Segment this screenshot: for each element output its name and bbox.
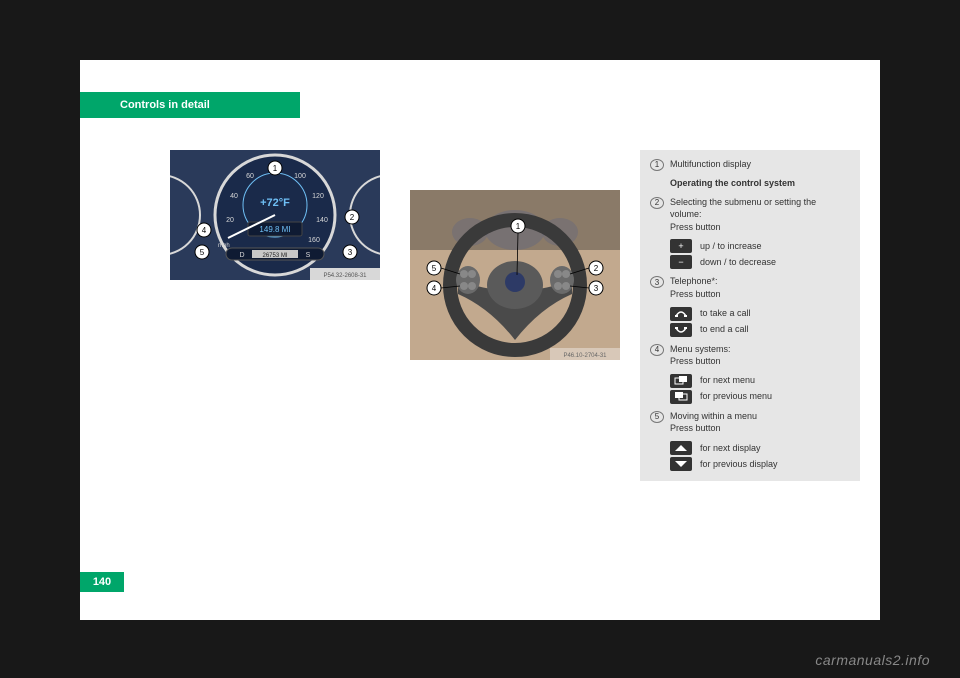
svg-text:40: 40 [230, 193, 238, 200]
legend-next-menu-row: for next menu [670, 374, 850, 388]
legend-text-5: Moving within a menu Press button [670, 410, 850, 435]
minus-icon: − [670, 255, 692, 269]
prev-menu-label: for previous menu [700, 390, 772, 403]
svg-text:2: 2 [350, 213, 355, 222]
legend-call-row: to take a call [670, 307, 850, 321]
svg-text:4: 4 [432, 284, 437, 293]
next-menu-icon [670, 374, 692, 388]
prev-display-label: for previous display [700, 458, 778, 471]
gauge-trip-text: 149.8 MI [259, 225, 290, 234]
legend-prev-display-row: for previous display [670, 457, 850, 471]
phone-pickup-icon [670, 307, 692, 321]
legend-heading: Operating the control system [670, 177, 850, 190]
legend-prev-menu-row: for previous menu [670, 390, 850, 404]
legend-text-1: Multifunction display [670, 158, 850, 171]
legend-next-display-row: for next display [670, 441, 850, 455]
legend-end-row: to end a call [670, 323, 850, 337]
manual-page: Controls in detail 20 40 60 80 100 120 1… [80, 60, 880, 620]
legend-minus-row: − down / to decrease [670, 255, 850, 269]
next-menu-label: for next menu [700, 374, 755, 387]
svg-text:1: 1 [516, 222, 521, 231]
svg-text:5: 5 [432, 264, 437, 273]
legend-item-3: 3 Telephone*: Press button [650, 275, 850, 300]
svg-text:140: 140 [316, 217, 328, 224]
legend-item-5: 5 Moving within a menu Press button [650, 410, 850, 435]
legend-text-4: Menu systems: Press button [670, 343, 850, 368]
svg-text:100: 100 [294, 173, 306, 180]
svg-text:1: 1 [273, 164, 278, 173]
next-display-label: for next display [700, 442, 761, 455]
page-number: 140 [80, 572, 124, 592]
watermark-text: carmanuals2.info [815, 652, 930, 668]
call-label: to take a call [700, 307, 751, 320]
svg-text:mph: mph [218, 243, 230, 249]
svg-text:P46.10-2704-31: P46.10-2704-31 [563, 353, 607, 359]
section-title: Controls in detail [120, 99, 210, 111]
legend-text-3: Telephone*: Press button [670, 275, 850, 300]
callout-number-1: 1 [650, 159, 664, 171]
legend-item-2: 2 Selecting the submenu or setting the v… [650, 196, 850, 234]
svg-text:20: 20 [226, 217, 234, 224]
legend-plus-row: + up / to increase [670, 239, 850, 253]
svg-text:S: S [306, 252, 311, 259]
legend-item-1: 1 Multifunction display [650, 158, 850, 171]
svg-text:5: 5 [200, 248, 205, 257]
svg-text:26753 MI: 26753 MI [262, 253, 287, 259]
gauge-svg: 20 40 60 80 100 120 140 160 +72°F 149.8 … [170, 150, 380, 280]
callout-number-2: 2 [650, 197, 664, 209]
svg-text:3: 3 [348, 248, 353, 257]
svg-text:4: 4 [202, 226, 207, 235]
svg-text:D: D [239, 252, 244, 259]
svg-text:P54.32-2608-31: P54.32-2608-31 [323, 273, 367, 279]
phone-hangup-icon [670, 323, 692, 337]
legend-item-4: 4 Menu systems: Press button [650, 343, 850, 368]
prev-menu-icon [670, 390, 692, 404]
end-label: to end a call [700, 323, 749, 336]
svg-text:3: 3 [594, 284, 599, 293]
down-triangle-icon [670, 457, 692, 471]
gauge-figure: 20 40 60 80 100 120 140 160 +72°F 149.8 … [170, 150, 380, 280]
legend-text-2: Selecting the submenu or setting the vol… [670, 196, 850, 234]
legend-box: 1 Multifunction display Operating the co… [640, 150, 860, 481]
up-triangle-icon [670, 441, 692, 455]
gauge-temp-text: +72°F [260, 197, 290, 209]
steering-wheel-figure: 1 2 3 4 5 P46.10-2704-31 [410, 150, 620, 360]
svg-text:60: 60 [246, 173, 254, 180]
plus-label: up / to increase [700, 240, 762, 253]
plus-icon: + [670, 239, 692, 253]
minus-label: down / to decrease [700, 256, 776, 269]
callout-number-4: 4 [650, 344, 664, 356]
svg-text:160: 160 [308, 237, 320, 244]
callout-number-3: 3 [650, 276, 664, 288]
callout-number-5: 5 [650, 411, 664, 423]
svg-text:120: 120 [312, 193, 324, 200]
svg-text:2: 2 [594, 264, 599, 273]
section-header: Controls in detail [80, 92, 300, 118]
wheel-svg: 1 2 3 4 5 P46.10-2704-31 [410, 190, 620, 360]
